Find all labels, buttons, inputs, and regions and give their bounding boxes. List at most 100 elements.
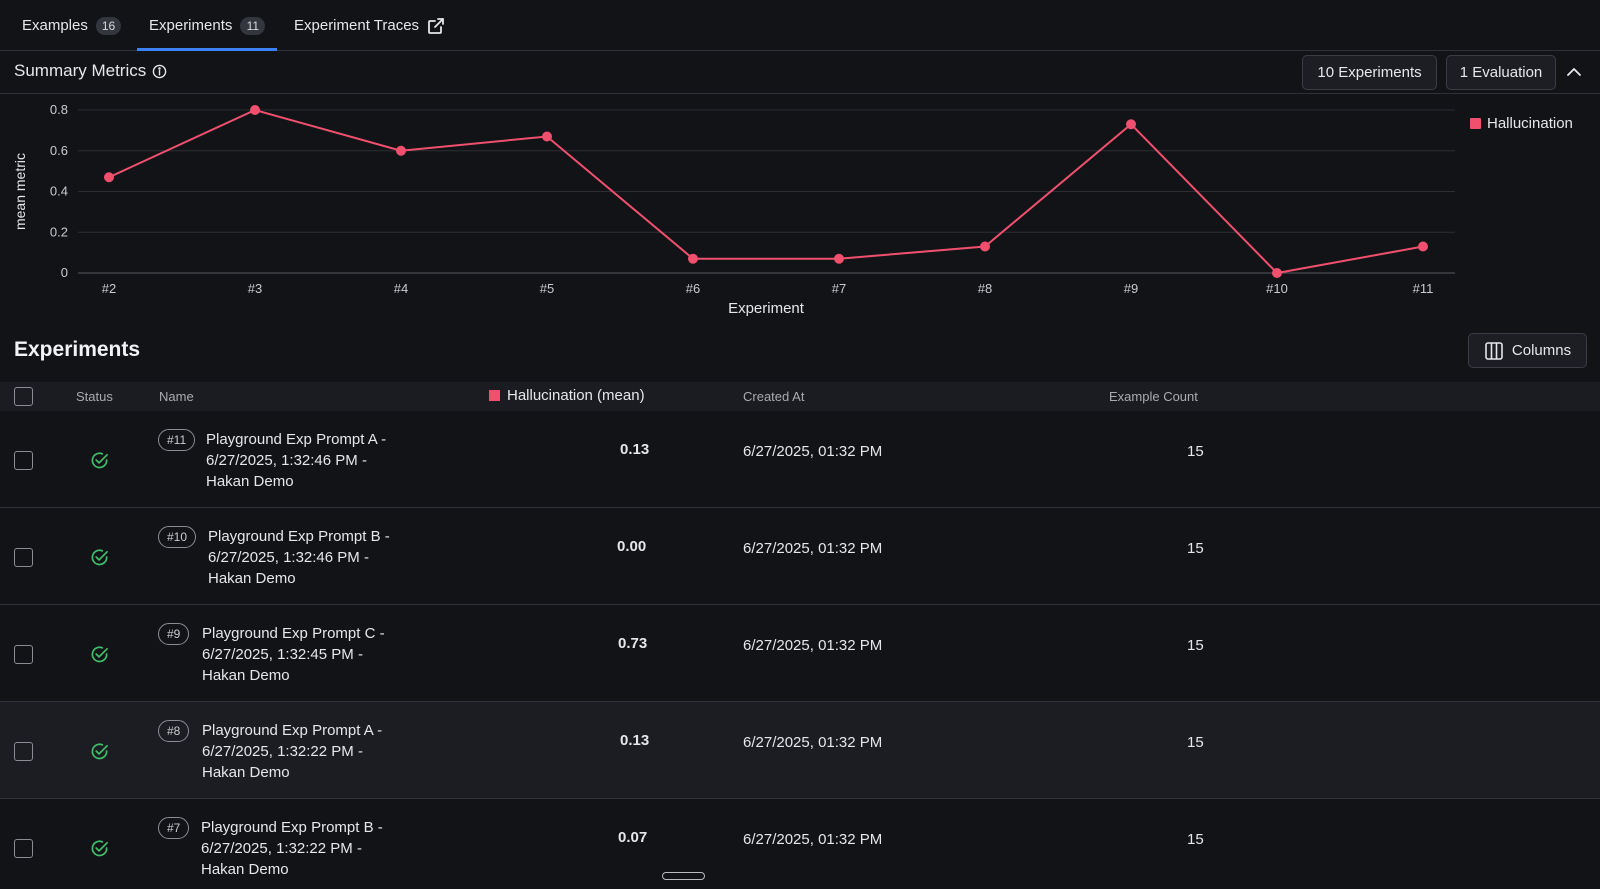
data-point [980, 241, 990, 252]
tab-bar: Examples 16 Experiments 11 Experiment Tr… [0, 0, 1600, 51]
info-icon[interactable] [152, 64, 167, 79]
x-tick-label: #9 [1124, 281, 1138, 296]
x-tick-label: #8 [978, 281, 992, 296]
experiment-number: #11 [158, 429, 196, 451]
scroll-handle[interactable] [662, 872, 705, 880]
table-row[interactable]: #8 Playground Exp Prompt A - 6/27/2025, … [0, 702, 1600, 799]
example-count: 15 [1187, 443, 1204, 460]
header-hallucination[interactable]: Hallucination (mean) [489, 387, 645, 404]
count-badge: 11 [240, 16, 266, 35]
data-point [834, 253, 844, 264]
x-axis-label: Experiment [728, 300, 805, 317]
legend-label: Hallucination [1487, 115, 1573, 132]
data-point [688, 253, 698, 264]
table-row[interactable]: #7 Playground Exp Prompt B - 6/27/2025, … [0, 799, 1600, 889]
example-count: 15 [1187, 734, 1204, 751]
header-name[interactable]: Name [159, 389, 194, 404]
name-line: 6/27/2025, 1:32:22 PM - [202, 743, 363, 760]
table-row[interactable]: #9 Playground Exp Prompt C - 6/27/2025, … [0, 605, 1600, 702]
created-at: 6/27/2025, 01:32 PM [743, 831, 883, 848]
check-circle-icon [91, 743, 108, 760]
name-line: Playground Exp Prompt C - [202, 625, 385, 642]
metric-value: 0.00 [617, 538, 647, 555]
experiment-number: #9 [158, 623, 190, 645]
data-point [250, 105, 260, 115]
row-checkbox[interactable] [14, 839, 33, 858]
experiments-count-button[interactable]: 10 Experiments [1302, 55, 1437, 90]
data-point [542, 131, 552, 142]
experiment-name[interactable]: Playground Exp Prompt C - 6/27/2025, 1:3… [202, 623, 412, 686]
experiment-name[interactable]: Playground Exp Prompt A - 6/27/2025, 1:3… [206, 429, 416, 492]
check-circle-icon [91, 452, 108, 469]
experiments-section-title: Experiments [14, 338, 141, 361]
name-line: Playground Exp Prompt B - [201, 819, 383, 836]
metric-value: 0.13 [620, 732, 650, 749]
x-tick-label: #4 [394, 281, 408, 296]
data-point [1418, 241, 1428, 252]
name-line: Playground Exp Prompt B - [208, 528, 390, 545]
y-axis-label: mean metric [12, 153, 28, 230]
metric-swatch [489, 390, 500, 401]
x-tick-label: #5 [540, 281, 554, 296]
experiment-number: #10 [158, 526, 197, 548]
tab-label: Experiment Traces [294, 17, 420, 34]
button-label: 1 Evaluation [1459, 64, 1543, 81]
select-all-checkbox[interactable] [14, 387, 33, 406]
x-tick-label: #11 [1413, 281, 1434, 296]
data-point [104, 172, 114, 183]
experiment-number: #7 [158, 817, 190, 839]
tab-experiments[interactable]: Experiments 11 [136, 0, 278, 51]
table-row[interactable]: #11 Playground Exp Prompt A - 6/27/2025,… [0, 411, 1600, 508]
check-circle-icon [91, 549, 108, 566]
header-status[interactable]: Status [76, 389, 113, 404]
header-metric-label: Hallucination (mean) [507, 387, 645, 404]
y-tick-label: 0.4 [50, 184, 68, 199]
example-count: 15 [1187, 637, 1204, 654]
created-at: 6/27/2025, 01:32 PM [743, 540, 883, 557]
row-checkbox[interactable] [14, 451, 33, 470]
legend-swatch [1470, 118, 1481, 129]
tab-experiment-traces[interactable]: Experiment Traces [294, 0, 445, 51]
name-line: Hakan Demo [206, 473, 294, 490]
header-created-at[interactable]: Created At [743, 389, 805, 404]
columns-button[interactable]: Columns [1468, 333, 1587, 368]
experiment-name[interactable]: Playground Exp Prompt B - 6/27/2025, 1:3… [201, 817, 411, 880]
created-at: 6/27/2025, 01:32 PM [743, 734, 883, 751]
check-circle-icon [91, 840, 108, 857]
evaluation-count-button[interactable]: 1 Evaluation [1446, 55, 1556, 90]
y-tick-label: 0.6 [50, 143, 68, 158]
tab-examples[interactable]: Examples 16 [22, 0, 122, 51]
x-tick-label: #2 [102, 281, 116, 296]
name-line: Playground Exp Prompt A - [206, 431, 387, 448]
chevron-up-icon[interactable] [1566, 66, 1582, 78]
experiment-name[interactable]: Playground Exp Prompt A - 6/27/2025, 1:3… [202, 720, 412, 783]
y-tick-label: 0.2 [50, 224, 68, 239]
x-tick-label: #6 [686, 281, 700, 296]
metric-value: 0.13 [620, 441, 650, 458]
name-line: 6/27/2025, 1:32:22 PM - [201, 840, 362, 857]
name-line: Hakan Demo [202, 764, 290, 781]
name-line: 6/27/2025, 1:32:45 PM - [202, 646, 363, 663]
series-line [108, 108, 1424, 275]
row-checkbox[interactable] [14, 742, 33, 761]
button-label: Columns [1511, 342, 1572, 359]
y-tick-label: 0.8 [50, 102, 68, 117]
x-tick-label: #7 [832, 281, 846, 296]
experiment-name[interactable]: Playground Exp Prompt B - 6/27/2025, 1:3… [208, 526, 418, 589]
y-tick-label: 0 [61, 265, 68, 280]
row-checkbox[interactable] [14, 645, 33, 664]
header-example-count[interactable]: Example Count [1109, 389, 1198, 404]
example-count: 15 [1187, 540, 1204, 557]
name-line: 6/27/2025, 1:32:46 PM - [208, 549, 369, 566]
summary-metrics-chart: 0 0.2 0.4 0.6 0.8 #2 #3 #4 #5 #6 #7 #8 #9 #10 #11 Exper… [12, 102, 1455, 317]
data-point [1126, 119, 1136, 130]
data-point [396, 145, 406, 156]
table-header: Status Name Hallucination (mean) Created… [0, 382, 1600, 411]
row-checkbox[interactable] [14, 548, 33, 567]
summary-metrics-header: Summary Metrics 10 Experiments 1 Evaluat… [0, 51, 1600, 94]
name-line: Hakan Demo [208, 570, 296, 587]
table-row[interactable]: #10 Playground Exp Prompt B - 6/27/2025,… [0, 508, 1600, 605]
external-link-icon [428, 17, 444, 34]
summary-metrics-title: Summary Metrics [14, 61, 167, 81]
created-at: 6/27/2025, 01:32 PM [743, 637, 883, 654]
